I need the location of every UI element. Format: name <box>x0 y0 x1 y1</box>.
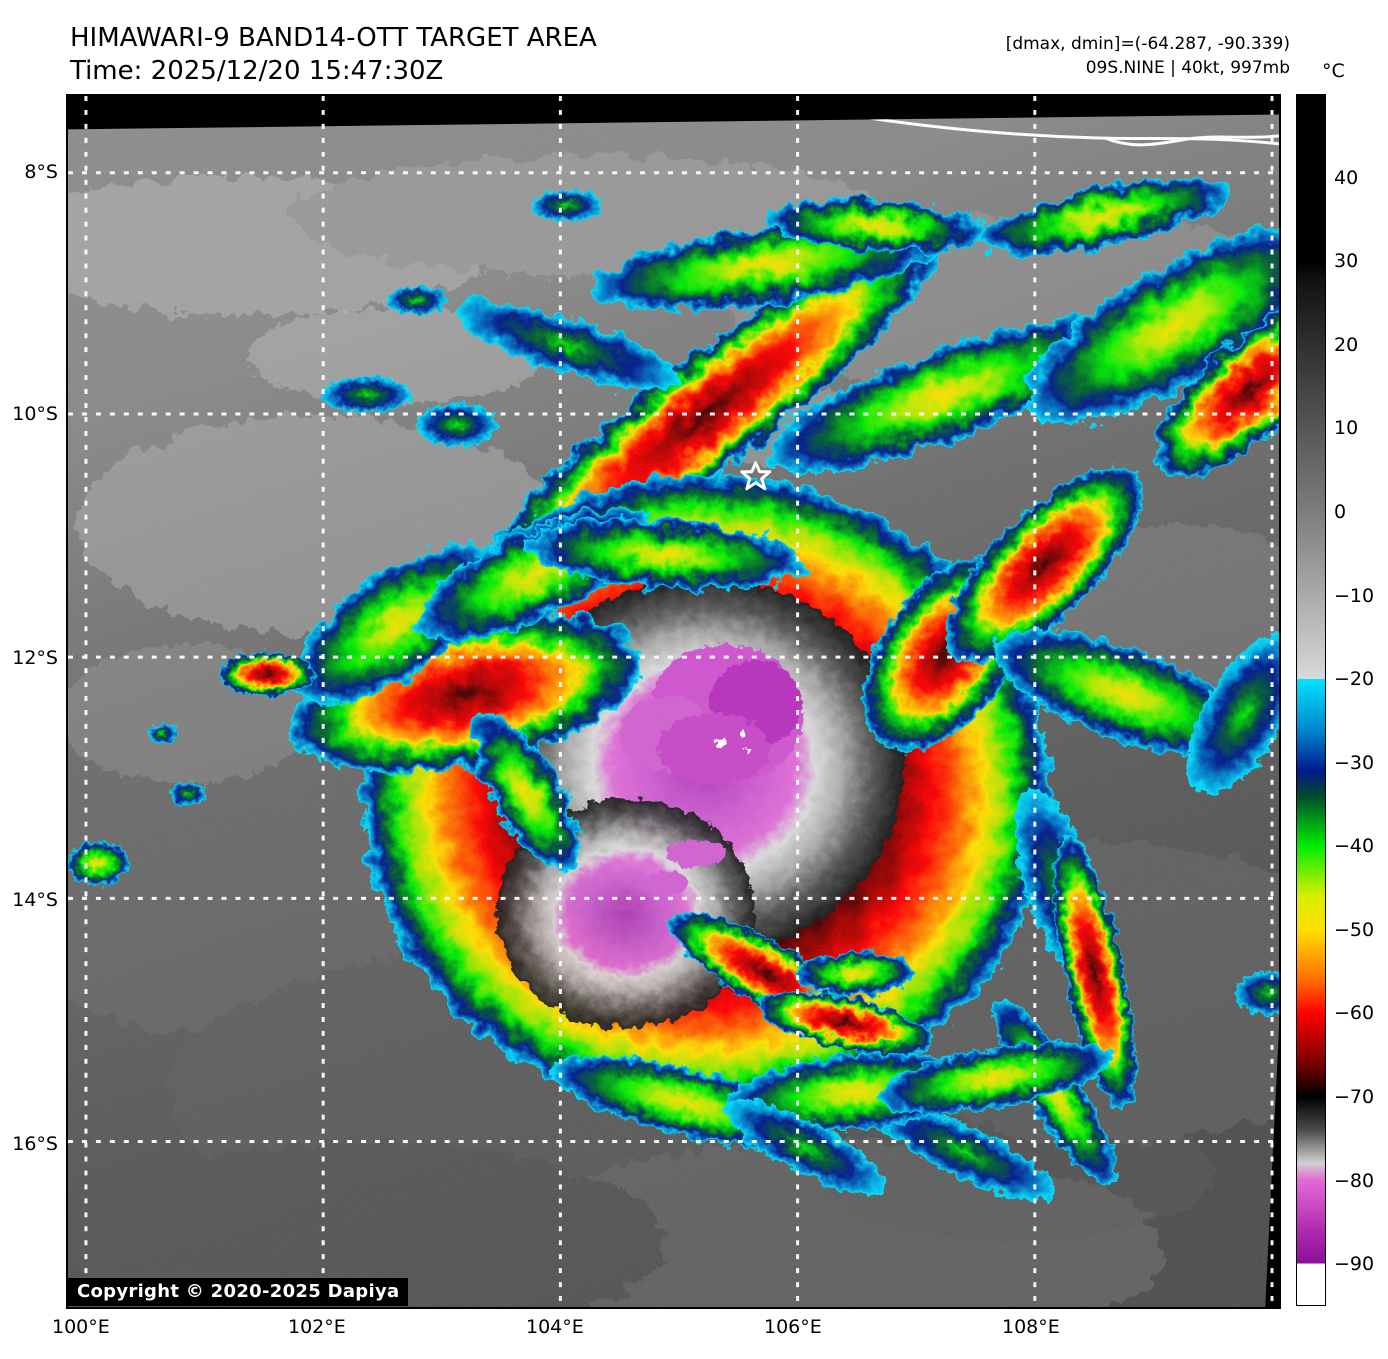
colorbar-tick-5: −10 <box>1334 584 1375 607</box>
colorbar-tick-1: 30 <box>1334 250 1359 273</box>
colorbar-tick-10: −60 <box>1334 1002 1375 1025</box>
colorbar[interactable] <box>1296 94 1326 1306</box>
lat-tick-2: 12°S <box>12 647 58 669</box>
satellite-image-plot[interactable] <box>66 94 1281 1309</box>
colorbar-gradient <box>1296 94 1326 1306</box>
satellite-ir-raster <box>68 96 1279 1307</box>
colorbar-tick-13: −90 <box>1334 1253 1375 1276</box>
lon-tick-2: 104°E <box>526 1316 584 1338</box>
colorbar-tick-4: 0 <box>1334 500 1347 523</box>
colorbar-unit-label: °C <box>1322 60 1345 82</box>
colorbar-tick-3: 10 <box>1334 417 1359 440</box>
lat-tick-3: 14°S <box>12 889 58 911</box>
storm-center-marker <box>740 461 772 491</box>
lat-tick-1: 10°S <box>12 403 58 425</box>
time-line: Time: 2025/12/20 15:47:30Z <box>70 56 444 86</box>
header-metadata: [dmax, dmin]=(-64.287, -90.339) 09S.NINE… <box>1006 32 1290 80</box>
copyright-watermark: Copyright © 2020-2025 Dapiya <box>68 1278 409 1306</box>
colorbar-tick-11: −70 <box>1334 1086 1375 1109</box>
lon-tick-3: 106°E <box>764 1316 822 1338</box>
colorbar-tick-12: −80 <box>1334 1169 1375 1192</box>
dmax-dmin-label: [dmax, dmin]=(-64.287, -90.339) <box>1005 34 1290 54</box>
colorbar-tick-9: −50 <box>1334 918 1375 941</box>
page-title: HIMAWARI-9 BAND14-OTT TARGET AREA Time: … <box>70 22 770 88</box>
colorbar-tick-8: −40 <box>1334 835 1375 858</box>
lat-tick-0: 8°S <box>24 161 58 183</box>
colorbar-tick-labels: 40 30 20 10 0 −10 −20 −30 −40 −50 −60 −70 −80 −90 <box>1330 94 1386 1306</box>
colorbar-tick-0: 40 <box>1334 166 1359 189</box>
colorbar-tick-2: 20 <box>1334 333 1359 356</box>
graticule <box>68 96 1279 1307</box>
colorbar-tick-7: −30 <box>1334 751 1375 774</box>
colorbar-tick-6: −20 <box>1334 668 1375 691</box>
title-line: HIMAWARI-9 BAND14-OTT TARGET AREA <box>70 23 597 53</box>
storm-info-label: 09S.NINE | 40kt, 997mb <box>1085 58 1290 78</box>
lon-tick-0: 100°E <box>52 1316 110 1338</box>
lon-tick-1: 102°E <box>288 1316 346 1338</box>
lon-tick-4: 108°E <box>1002 1316 1060 1338</box>
lat-tick-4: 16°S <box>12 1133 58 1155</box>
